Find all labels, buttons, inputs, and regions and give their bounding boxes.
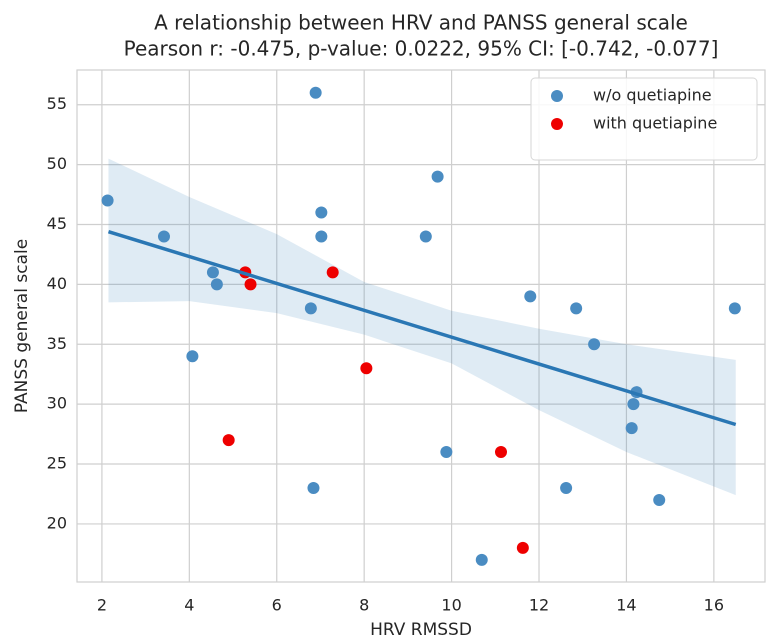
point [157, 230, 170, 243]
point [360, 362, 373, 375]
y-tick-label: 50 [47, 154, 67, 173]
x-axis-label: HRV RMSSD [370, 620, 472, 640]
x-tick-label: 6 [272, 596, 282, 615]
y-tick-label: 35 [47, 334, 67, 353]
x-tick-label: 4 [184, 596, 194, 615]
y-tick-label: 20 [47, 513, 67, 532]
point [419, 230, 432, 243]
point [728, 302, 741, 315]
y-tick-label: 40 [47, 274, 67, 293]
y-tick-label: 45 [47, 214, 67, 233]
plot-frame [76, 69, 766, 583]
point [627, 398, 640, 411]
point [206, 266, 219, 279]
point [560, 481, 573, 494]
point [307, 481, 320, 494]
y-tick-label: 55 [47, 94, 67, 113]
legend-marker [551, 90, 563, 102]
x-tick-label: 8 [359, 596, 369, 615]
x-tick-label: 16 [704, 596, 724, 615]
y-tick-label: 25 [47, 454, 67, 473]
point [524, 290, 537, 303]
point [222, 434, 235, 447]
point [625, 422, 638, 435]
point [588, 338, 601, 351]
legend-label: w/o quetiapine [593, 86, 712, 105]
point [186, 350, 199, 363]
point [494, 446, 507, 459]
legend-marker [551, 118, 563, 130]
x-tick-label: 12 [529, 596, 549, 615]
y-tick-label: 30 [47, 394, 67, 413]
point [315, 206, 328, 219]
point [315, 230, 328, 243]
legend-box [530, 77, 758, 161]
point [431, 170, 444, 183]
point [304, 302, 317, 315]
x-tick-label: 14 [616, 596, 636, 615]
point [326, 266, 339, 279]
x-tick-label: 10 [441, 596, 461, 615]
point [101, 194, 114, 207]
point [653, 493, 666, 506]
point [516, 541, 529, 554]
legend-label: with quetiapine [593, 114, 717, 133]
point [440, 446, 453, 459]
point [210, 278, 223, 291]
point [570, 302, 583, 315]
x-tick-label: 2 [97, 596, 107, 615]
point [475, 553, 488, 566]
regression-line [107, 230, 737, 427]
point [309, 86, 322, 99]
chart-title: A relationship between HRV and PANSS gen… [154, 11, 688, 35]
point [244, 278, 257, 291]
chart-subtitle: Pearson r: -0.475, p-value: 0.0222, 95% … [124, 37, 719, 61]
y-axis-label: PANSS general scale [12, 239, 32, 413]
